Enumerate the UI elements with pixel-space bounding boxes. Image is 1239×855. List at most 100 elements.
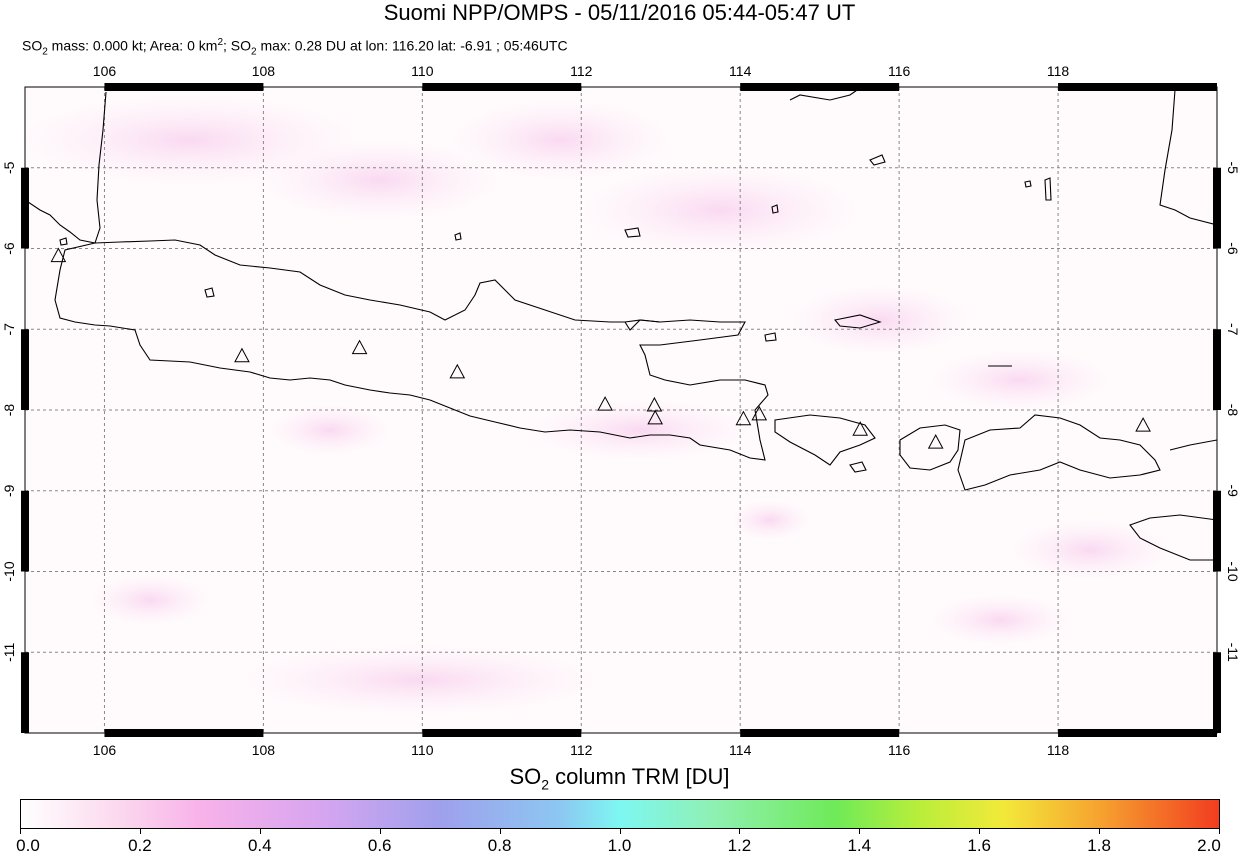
- subtitle-mass-text: mass: 0.000 kt; Area: 0 km: [47, 37, 218, 54]
- colorbar-tick-label: 0.8: [487, 836, 512, 855]
- karimunjawa-coast: [624, 227, 641, 238]
- sumatra-coast: [25, 91, 107, 244]
- frame-bar-right: [1213, 652, 1221, 733]
- lon-label-bottom: 112: [570, 742, 593, 758]
- frame-bar-bottom: [422, 729, 582, 737]
- lat-label-right: -5: [1225, 162, 1239, 175]
- colorbar-tick: [1219, 829, 1220, 834]
- frame-bar-right: [1213, 329, 1221, 410]
- frame-bar-top: [1058, 83, 1217, 91]
- axis-labels: 106 106 108 108 110 110 112 112 114 114 116 116 118 1…: [1, 63, 1239, 758]
- volcano-marker: [449, 363, 466, 379]
- volcano-marker: [597, 396, 613, 411]
- lon-label-bottom: 116: [888, 742, 911, 758]
- volcano-marker: [646, 396, 663, 412]
- lat-label-right: -6: [1225, 242, 1239, 255]
- lon-label-top: 118: [1047, 63, 1070, 79]
- lat-label-right: -11: [1225, 643, 1239, 662]
- small-isle-c: [764, 332, 777, 342]
- volcano-marker: [647, 409, 664, 425]
- lat-label-left: -10: [1, 561, 17, 581]
- colorbar-tick-label: 1.8: [1087, 836, 1111, 855]
- frame-bar-bottom: [1058, 729, 1217, 737]
- lon-label-bottom: 108: [252, 742, 276, 758]
- lon-label-bottom: 118: [1047, 742, 1070, 758]
- flores-coast: [1169, 439, 1217, 451]
- graticule: [25, 87, 1217, 733]
- small-isle-e: [1044, 177, 1052, 201]
- frame-bar-left: [21, 167, 29, 249]
- map-title: Suomi NPP/OMPS - 05/11/2016 05:44-05:47 …: [383, 0, 856, 25]
- lat-label-right: -9: [1225, 485, 1239, 498]
- lon-label-bottom: 114: [729, 742, 752, 758]
- volcano-marker: [852, 421, 869, 436]
- bawean-coast: [869, 154, 886, 166]
- colorbar-tick-label: 0.0: [16, 836, 40, 855]
- frame-bar-top: [740, 83, 900, 91]
- lat-label-right: -7: [1225, 323, 1239, 336]
- colorbar-tick: [619, 829, 621, 834]
- map-subtitle: SO2 mass: 0.000 kt; Area: 0 km2; SO2 max…: [22, 34, 568, 61]
- subtitle-max-text: max: 0.28 DU at lon: 116.20 lat: -6.91 ;…: [256, 37, 568, 54]
- frame-bar-bottom: [740, 729, 900, 737]
- lon-label-top: 114: [729, 63, 752, 79]
- colorbar-tick: [859, 829, 861, 834]
- lat-label-right: -8: [1225, 404, 1239, 417]
- small-isle-a: [204, 287, 215, 298]
- lat-label-left: -11: [1, 642, 17, 661]
- bali-coast: [774, 414, 876, 466]
- colorbar-tick: [739, 829, 741, 834]
- lat-label-left: -8: [1, 404, 17, 417]
- sulawesi-coast: [1159, 89, 1217, 226]
- kangean-coast: [833, 314, 882, 329]
- lat-label-left: -7: [1, 323, 17, 336]
- lombok-coast: [899, 424, 961, 471]
- subtitle-subscript-2: 2: [251, 46, 257, 58]
- colorbar-tick-label: 2.0: [1197, 836, 1221, 855]
- volcano-marker: [735, 410, 752, 426]
- frame-bars: [21, 83, 1221, 737]
- colorbar-tick: [259, 829, 261, 834]
- kalimantan-coast: [789, 87, 861, 101]
- lon-label-top: 108: [252, 63, 276, 79]
- colorbar-tick: [1099, 829, 1101, 834]
- lon-label-bottom: 110: [411, 742, 434, 758]
- colorbar-tick: [139, 829, 141, 834]
- colorbar-tick: [379, 829, 381, 834]
- lat-label-left: -6: [1, 242, 17, 255]
- nusa-penida-coast: [849, 461, 867, 473]
- colorbar-tick-label: 1.4: [847, 836, 872, 855]
- colorbar-title-suffix: column TRM [DU]: [549, 764, 730, 789]
- colorbar-title-subscript: 2: [541, 776, 550, 793]
- lon-label-top: 116: [888, 63, 911, 79]
- colorbar-ticks: [20, 829, 1220, 835]
- colorbar-title-prefix: SO: [509, 764, 542, 789]
- frame-bar-right: [1213, 167, 1221, 249]
- java-coast: [54, 239, 769, 461]
- colorbar: [20, 799, 1220, 829]
- volcano-marker: [927, 434, 944, 449]
- volcano-marker: [50, 247, 67, 263]
- subtitle-separator: ; SO: [223, 37, 252, 54]
- sumba-coast: [1129, 514, 1217, 561]
- subtitle-so2-label: SO: [22, 37, 43, 54]
- volcano-marker: [751, 405, 768, 421]
- colorbar-tick: [979, 829, 981, 834]
- small-isle-b: [59, 237, 68, 246]
- coastlines: [25, 87, 1217, 561]
- colorbar-tick-label: 0.6: [367, 836, 392, 855]
- frame-bar-right: [1213, 490, 1221, 572]
- small-isle-g: [771, 204, 779, 214]
- lon-label-top: 106: [93, 63, 117, 79]
- volcano-marker: [1135, 417, 1151, 432]
- colorbar-tick-label: 0.2: [128, 836, 152, 855]
- subtitle-subscript: 2: [42, 46, 48, 58]
- frame-bar-left: [21, 490, 29, 572]
- map-canvas: 106 106 108 108 110 110 112 112 114 114 116 116 118 1…: [1, 63, 1239, 758]
- colorbar-tick-label: 0.4: [247, 836, 272, 855]
- lon-label-top: 112: [570, 63, 593, 79]
- madura-coast: [624, 319, 661, 323]
- sumbawa-coast: [957, 414, 1161, 491]
- colorbar-tick: [499, 829, 501, 834]
- frame-bar-top: [104, 83, 264, 91]
